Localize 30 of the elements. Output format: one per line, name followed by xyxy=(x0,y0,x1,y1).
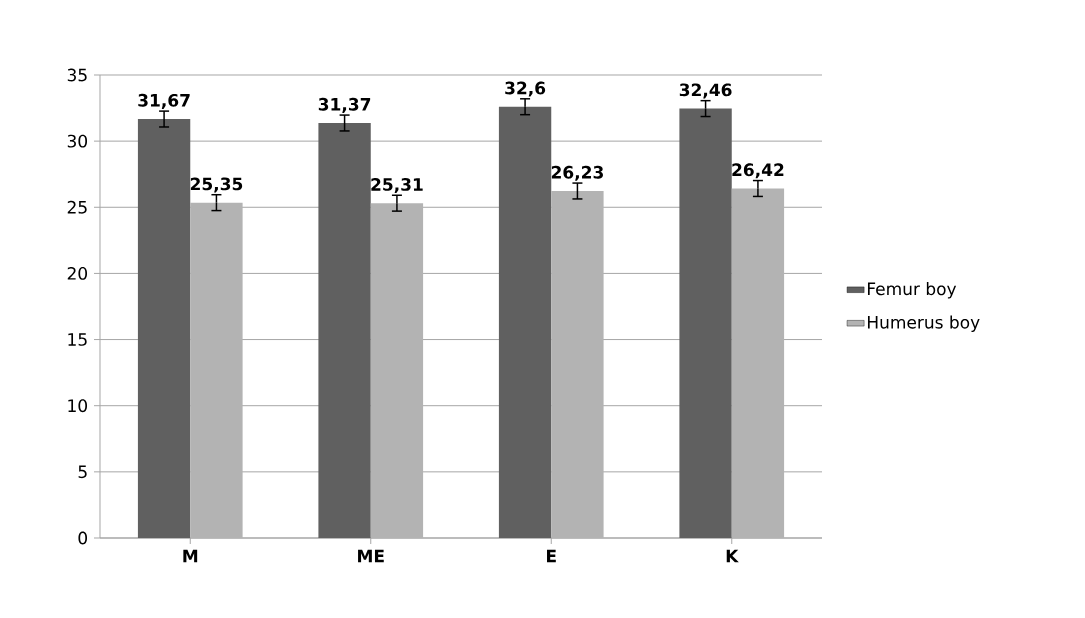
y-tick-label: 30 xyxy=(67,134,88,148)
bar xyxy=(551,191,604,538)
data-label: 26,42 xyxy=(732,163,784,179)
x-tick-label: K xyxy=(726,549,739,563)
bar xyxy=(318,123,371,538)
data-label: 26,23 xyxy=(551,165,603,181)
y-tick-label: 0 xyxy=(78,531,88,545)
y-tick-label: 20 xyxy=(67,266,88,280)
bar xyxy=(498,106,552,538)
data-label: 25,35 xyxy=(190,177,243,193)
y-tick-label: 10 xyxy=(68,399,88,413)
y-tick-label: 25 xyxy=(67,200,87,214)
data-label: 32,46 xyxy=(679,83,732,99)
x-tick-label: E xyxy=(547,549,556,563)
bar xyxy=(370,203,424,538)
data-label: 31,37 xyxy=(318,97,371,113)
bar xyxy=(137,119,191,538)
legend-label: Humerus boy xyxy=(867,315,980,332)
data-label: 32,6 xyxy=(505,81,546,97)
data-label: 25,31 xyxy=(371,178,423,194)
x-tick-label: ME xyxy=(358,549,384,563)
y-tick-label: 5 xyxy=(78,465,87,479)
y-tick-label: 35 xyxy=(67,68,87,82)
bar xyxy=(190,202,243,538)
y-tick-label: 15 xyxy=(68,333,87,346)
bar xyxy=(679,108,732,538)
x-tick-label: M xyxy=(183,549,198,563)
data-label: 31,67 xyxy=(138,93,190,109)
legend-label: Femur boy xyxy=(867,282,957,299)
bar xyxy=(731,188,785,538)
